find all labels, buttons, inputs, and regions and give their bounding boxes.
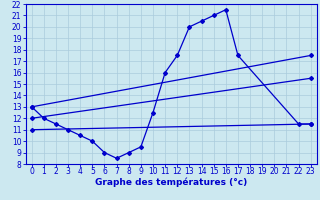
X-axis label: Graphe des températures (°c): Graphe des températures (°c) (95, 177, 247, 187)
